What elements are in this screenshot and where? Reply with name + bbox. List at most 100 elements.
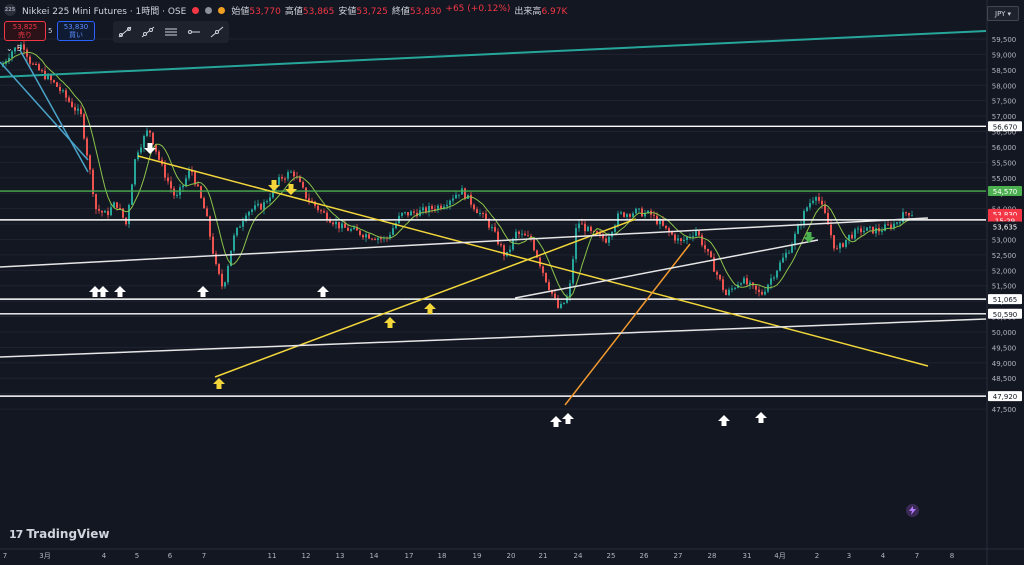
time-tick-label: 2 bbox=[815, 552, 819, 560]
candle-body-up bbox=[749, 282, 751, 285]
candle-body-up bbox=[743, 278, 745, 284]
candle-body-down bbox=[719, 274, 721, 280]
time-tick-label: 24 bbox=[574, 552, 583, 560]
currency-selector[interactable]: JPY ▾ bbox=[987, 6, 1019, 21]
candle-body-up bbox=[266, 201, 268, 203]
candle-body-up bbox=[458, 194, 460, 196]
candle-body-down bbox=[221, 273, 223, 287]
candle-body-up bbox=[644, 212, 646, 217]
candle-body-down bbox=[545, 272, 547, 283]
symbol-title[interactable]: Nikkei 225 Mini Futures · 1時間 · OSE bbox=[22, 6, 187, 17]
candle-body-down bbox=[713, 257, 715, 272]
candle-body-down bbox=[425, 207, 427, 213]
trendline bbox=[514, 239, 819, 299]
time-tick-label: 4 bbox=[881, 552, 886, 560]
candle-body-down bbox=[155, 144, 157, 152]
candle-body-up bbox=[620, 212, 622, 214]
price-tick-label: 47,500 bbox=[992, 406, 1017, 414]
candle-body-down bbox=[440, 205, 442, 209]
candle-body-down bbox=[23, 44, 25, 50]
candle-body-up bbox=[647, 210, 649, 213]
candle-body-up bbox=[131, 184, 133, 205]
price-label-box bbox=[988, 308, 1022, 319]
indicator-toggle[interactable]: ⌄ 5 bbox=[6, 44, 22, 53]
candle-body-down bbox=[698, 230, 700, 236]
price-tick-label: 58,500 bbox=[992, 67, 1017, 75]
candle-body-down bbox=[371, 238, 373, 240]
candle-body-up bbox=[785, 252, 787, 258]
candle-body-up bbox=[797, 225, 799, 234]
price-tick-label: 53,000 bbox=[992, 236, 1017, 244]
candle-body-up bbox=[389, 234, 391, 239]
candle-body-down bbox=[833, 235, 835, 249]
extended-line-tool-icon[interactable] bbox=[208, 25, 226, 39]
candle-body-up bbox=[491, 227, 493, 229]
candle-body-up bbox=[146, 130, 148, 137]
candle-body-down bbox=[380, 238, 382, 240]
candle-body-up bbox=[893, 223, 895, 229]
candle-body-up bbox=[587, 226, 589, 232]
price-label-box bbox=[988, 294, 1022, 305]
candle-body-up bbox=[134, 159, 136, 185]
lightning-icon[interactable] bbox=[906, 504, 919, 517]
indicator-count: 5 bbox=[16, 44, 22, 53]
arrow-up-icon bbox=[97, 286, 109, 297]
price-tick-label: 58,000 bbox=[992, 82, 1017, 90]
candle-body-up bbox=[563, 302, 565, 305]
candle-body-down bbox=[218, 263, 220, 274]
candle-body-up bbox=[422, 207, 424, 211]
candle-body-down bbox=[152, 132, 154, 145]
candle-body-down bbox=[539, 257, 541, 267]
candle-body-up bbox=[20, 44, 22, 49]
trend-line-tool-icon[interactable] bbox=[139, 25, 157, 39]
candle-body-up bbox=[377, 238, 379, 240]
candle-body-up bbox=[14, 47, 16, 52]
candle-body-down bbox=[671, 232, 673, 235]
candle-body-down bbox=[470, 194, 472, 205]
candle-body-down bbox=[299, 177, 301, 182]
candle-body-down bbox=[623, 212, 625, 217]
candle-body-down bbox=[887, 224, 889, 226]
candle-body-down bbox=[497, 231, 499, 245]
horizontal-ray-tool-icon[interactable] bbox=[185, 25, 203, 39]
close-label: 終値 bbox=[391, 6, 410, 17]
candle-body-down bbox=[908, 212, 910, 216]
candle-body-down bbox=[116, 202, 118, 208]
candle-body-down bbox=[86, 138, 88, 156]
close-value: 53,830 bbox=[409, 6, 442, 17]
candle-body-down bbox=[164, 164, 166, 178]
candle-body-up bbox=[251, 209, 253, 212]
candle-body-down bbox=[170, 181, 172, 189]
status-dot-grey-icon bbox=[205, 6, 213, 14]
candle-body-down bbox=[173, 188, 175, 196]
time-tick-label: 8 bbox=[950, 552, 954, 560]
time-tick-label: 14 bbox=[370, 552, 379, 560]
candle-body-up bbox=[335, 221, 337, 225]
candle-body-down bbox=[821, 200, 823, 205]
sell-label: 売り bbox=[18, 31, 32, 39]
candle-body-up bbox=[224, 282, 226, 287]
candle-body-up bbox=[626, 214, 628, 217]
candle-body-up bbox=[812, 200, 814, 204]
candle-body-down bbox=[17, 47, 19, 49]
candle-body-up bbox=[884, 224, 886, 231]
candle-body-up bbox=[254, 205, 256, 210]
candle-body-down bbox=[149, 130, 151, 133]
candle-body-up bbox=[614, 225, 616, 233]
candle-body-down bbox=[662, 220, 664, 226]
candle-body-down bbox=[74, 107, 76, 111]
candle-body-up bbox=[341, 223, 343, 229]
candle-body-up bbox=[110, 207, 112, 216]
candle-body-up bbox=[806, 207, 808, 211]
arrow-down-icon bbox=[268, 180, 280, 191]
candle-body-down bbox=[98, 209, 100, 211]
buy-button[interactable]: 53,830 買い bbox=[57, 21, 95, 41]
sell-button[interactable]: 53,825 売り bbox=[4, 21, 46, 41]
ray-tool-icon[interactable] bbox=[116, 25, 134, 39]
candle-body-up bbox=[770, 278, 772, 285]
parallel-channel-tool-icon[interactable] bbox=[162, 25, 180, 39]
price-label: 47,920 bbox=[988, 391, 1022, 402]
candle-body-down bbox=[476, 209, 478, 214]
